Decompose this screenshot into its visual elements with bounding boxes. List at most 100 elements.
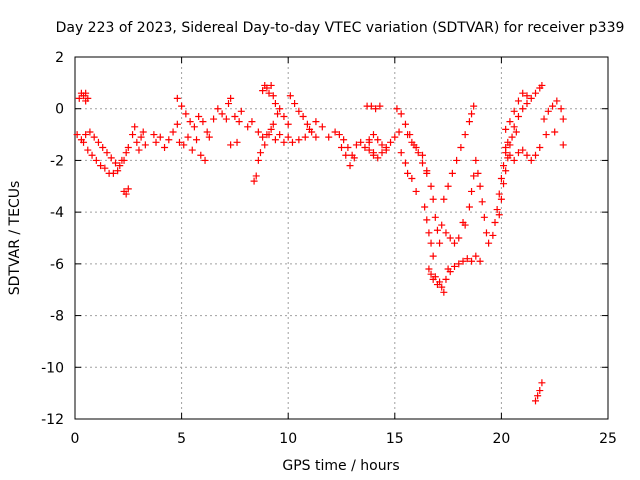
data-point: [421, 203, 429, 211]
data-point: [173, 94, 181, 102]
data-point: [99, 144, 107, 151]
data-point: [280, 112, 288, 120]
data-point: [412, 144, 420, 151]
data-point: [427, 239, 435, 247]
data-point: [495, 190, 503, 198]
data-point: [188, 146, 196, 154]
data-point: [387, 138, 395, 146]
data-point: [427, 182, 435, 190]
data-point: [118, 156, 126, 164]
data-point: [75, 94, 83, 102]
data-point: [269, 120, 277, 128]
data-point: [414, 149, 422, 157]
data-point: [201, 156, 209, 164]
data-point: [365, 146, 373, 154]
data-point: [129, 131, 137, 139]
data-point: [412, 187, 420, 195]
data-point: [197, 151, 205, 159]
data-point: [461, 221, 469, 229]
data-point: [265, 131, 273, 139]
data-point: [450, 262, 458, 270]
data-point: [438, 221, 446, 229]
data-point: [331, 128, 339, 136]
data-point: [502, 125, 510, 133]
data-point: [397, 110, 405, 118]
data-point: [493, 206, 501, 214]
data-point: [442, 229, 450, 237]
data-point: [538, 81, 546, 89]
data-point: [97, 162, 105, 170]
plot-frame: [74, 56, 609, 420]
data-point: [203, 128, 211, 136]
data-point: [472, 252, 480, 260]
data-point: [459, 257, 467, 265]
data-point: [259, 133, 267, 141]
data-point: [448, 169, 456, 177]
data-point: [116, 162, 124, 170]
data-point: [227, 141, 235, 149]
data-point: [86, 128, 94, 136]
data-point: [429, 252, 437, 260]
data-point: [542, 131, 550, 139]
data-point: [442, 275, 450, 283]
data-point: [536, 144, 544, 151]
data-point: [235, 118, 243, 126]
data-point: [254, 156, 262, 164]
y-tick-label: 2: [55, 50, 64, 66]
data-point: [109, 169, 117, 177]
data-point: [141, 141, 149, 149]
data-point: [150, 131, 158, 139]
data-point: [519, 146, 527, 154]
data-point: [112, 159, 120, 167]
data-point: [423, 169, 431, 177]
data-point: [122, 190, 130, 198]
data-point: [502, 144, 510, 151]
data-point: [431, 273, 439, 281]
data-point: [500, 162, 508, 170]
data-point: [476, 182, 484, 190]
data-point: [544, 107, 552, 115]
data-point: [357, 138, 365, 146]
data-point: [312, 133, 320, 141]
data-point: [318, 123, 326, 131]
data-point: [344, 144, 352, 151]
data-point: [470, 172, 478, 180]
data-point: [88, 151, 96, 159]
data-point: [233, 138, 241, 146]
data-point: [523, 100, 531, 108]
data-point: [254, 128, 262, 136]
data-point: [263, 84, 271, 92]
data-point: [195, 112, 203, 120]
x-tick-label: 15: [386, 431, 404, 447]
data-point: [286, 92, 294, 100]
data-point: [559, 115, 567, 123]
data-point: [549, 102, 557, 110]
data-point: [284, 120, 292, 128]
data-point: [540, 115, 548, 123]
data-point: [124, 144, 132, 151]
data-point: [190, 123, 198, 131]
data-point: [114, 167, 122, 175]
data-point: [122, 149, 130, 157]
data-points: [73, 81, 567, 405]
data-point: [103, 149, 111, 157]
data-point: [510, 107, 518, 115]
x-axis-label: GPS time / hours: [282, 458, 399, 474]
x-tick-label: 0: [71, 431, 80, 447]
data-point: [374, 136, 382, 144]
data-point: [218, 110, 226, 118]
y-axis-label: SDTVAR / TECUs: [7, 181, 23, 296]
data-point: [346, 162, 354, 170]
data-point: [184, 133, 192, 141]
data-point: [440, 195, 448, 203]
data-point: [180, 141, 188, 149]
data-point: [165, 136, 173, 144]
data-point: [378, 149, 386, 157]
chart-title: Day 223 of 2023, Sidereal Day-to-day VTE…: [56, 20, 625, 36]
data-point: [510, 123, 518, 131]
data-point: [476, 257, 484, 265]
data-point: [271, 100, 279, 108]
data-point: [457, 144, 465, 151]
data-point: [365, 136, 373, 144]
data-point: [378, 141, 386, 149]
